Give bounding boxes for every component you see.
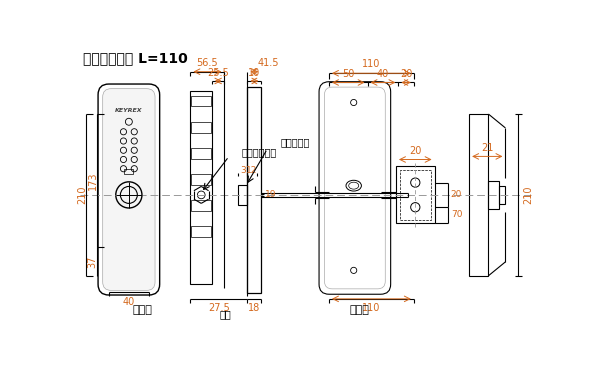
Text: 20: 20 xyxy=(409,147,421,156)
Text: 110: 110 xyxy=(362,59,380,69)
Ellipse shape xyxy=(346,180,361,191)
Bar xyxy=(190,91,212,284)
Ellipse shape xyxy=(349,182,359,189)
Text: 扉厕: 扉厕 xyxy=(220,309,232,319)
Bar xyxy=(191,174,211,185)
Text: 3: 3 xyxy=(240,166,245,175)
Text: 27.5: 27.5 xyxy=(208,304,230,313)
Text: KEYREX: KEYREX xyxy=(115,109,143,113)
Text: 41.5: 41.5 xyxy=(257,58,279,68)
Bar xyxy=(191,226,211,237)
Bar xyxy=(396,166,434,223)
Bar xyxy=(488,181,499,209)
Text: サムターン: サムターン xyxy=(281,138,310,148)
Bar xyxy=(191,122,211,132)
Text: 173: 173 xyxy=(88,172,98,190)
Bar xyxy=(469,114,488,276)
Text: 18: 18 xyxy=(248,304,260,313)
Bar xyxy=(247,87,262,294)
Text: 室内側: 室内側 xyxy=(350,305,370,316)
Text: デッドボルト L=110: デッドボルト L=110 xyxy=(83,51,187,65)
Text: 70: 70 xyxy=(451,210,462,219)
Text: 56.5: 56.5 xyxy=(197,58,218,68)
Text: 室外側: 室外側 xyxy=(132,305,152,316)
Bar xyxy=(191,95,211,106)
Bar xyxy=(400,170,431,220)
Text: 210: 210 xyxy=(523,186,533,204)
Text: 50: 50 xyxy=(342,69,355,79)
Text: 21: 21 xyxy=(481,143,493,153)
Text: 110: 110 xyxy=(362,304,380,313)
FancyBboxPatch shape xyxy=(98,84,160,295)
FancyBboxPatch shape xyxy=(319,82,391,294)
Text: 10: 10 xyxy=(248,68,260,78)
Text: 40: 40 xyxy=(377,69,389,79)
Text: 25.5: 25.5 xyxy=(208,68,229,78)
Text: 210: 210 xyxy=(77,186,87,204)
Bar xyxy=(124,169,133,174)
Bar xyxy=(191,148,211,159)
FancyBboxPatch shape xyxy=(103,89,155,291)
Text: 37: 37 xyxy=(88,256,98,268)
Bar xyxy=(238,185,247,205)
Text: 12: 12 xyxy=(247,166,258,175)
Text: 20: 20 xyxy=(451,190,462,200)
Text: 19: 19 xyxy=(265,190,277,200)
Bar xyxy=(499,186,505,204)
Text: ロックターン: ロックターン xyxy=(241,147,277,157)
Text: 40: 40 xyxy=(123,297,135,307)
Bar xyxy=(191,200,211,211)
Text: 20: 20 xyxy=(400,69,412,79)
